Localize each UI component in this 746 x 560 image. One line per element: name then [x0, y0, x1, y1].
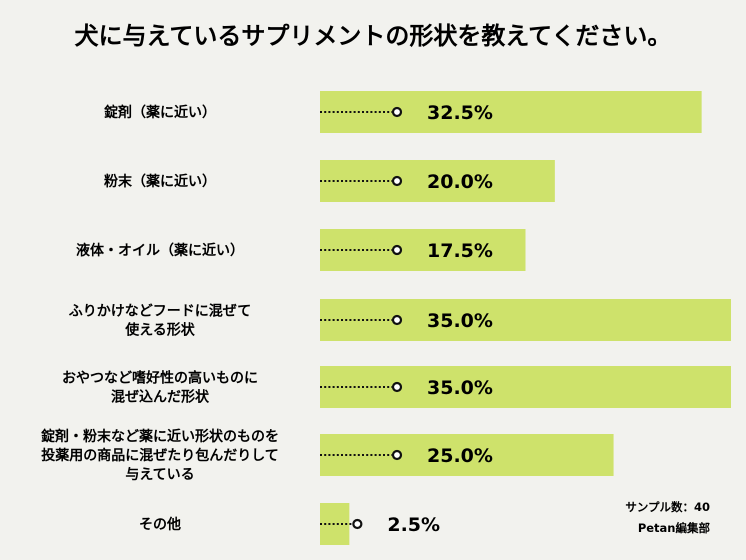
- bar-0: [320, 91, 702, 133]
- value-label-0: 32.5%: [427, 102, 493, 124]
- category-label-6-0: その他: [139, 516, 181, 533]
- category-label-4-0: おやつなど嗜好性の高いものに: [62, 370, 258, 387]
- bar-rows: 32.5% 錠剤（薬に近い） 20.0% 粉末（薬に近い） 17.5% 液体・オイル（薬に…: [41, 91, 731, 545]
- category-label-3-1: 使える形状: [124, 322, 196, 339]
- category-label-1-0: 粉末（薬に近い）: [104, 173, 216, 190]
- bar-5: [320, 434, 614, 476]
- marker-3: [391, 314, 403, 326]
- marker-0: [391, 106, 403, 118]
- category-label-5-2: 与えている: [125, 467, 194, 483]
- sample-size-note: サンプル数：40: [625, 500, 710, 514]
- marker-5: [391, 449, 403, 461]
- marker-6: [352, 518, 363, 530]
- bar-4: [320, 366, 731, 408]
- category-label-3-0: ふりかけなどフードに混ぜて: [69, 304, 251, 320]
- credit: Petan編集部: [638, 521, 711, 535]
- value-label-3: 35.0%: [427, 310, 493, 332]
- category-label-5-1: 投薬用の商品に混ぜたり包んだりして: [41, 447, 279, 464]
- value-label-1: 20.0%: [427, 171, 493, 193]
- value-label-2: 17.5%: [427, 240, 493, 262]
- chart-title: 犬に与えているサプリメントの形状を教えてください。: [75, 22, 672, 50]
- category-label-4-1: 混ぜ込んだ形状: [111, 389, 210, 406]
- category-label-0-0: 錠剤（薬に近い）: [104, 104, 216, 121]
- category-label-2-0: 液体・オイル（薬に近い）: [76, 242, 244, 259]
- value-label-6: 2.5%: [387, 514, 440, 536]
- value-label-5: 25.0%: [427, 445, 493, 467]
- value-label-4: 35.0%: [427, 377, 493, 399]
- marker-2: [391, 244, 403, 256]
- marker-1: [391, 175, 403, 187]
- bar-3: [320, 299, 731, 341]
- category-label-5-0: 錠剤・粉末など薬に近い形状のものを: [41, 428, 279, 445]
- marker-4: [391, 381, 403, 393]
